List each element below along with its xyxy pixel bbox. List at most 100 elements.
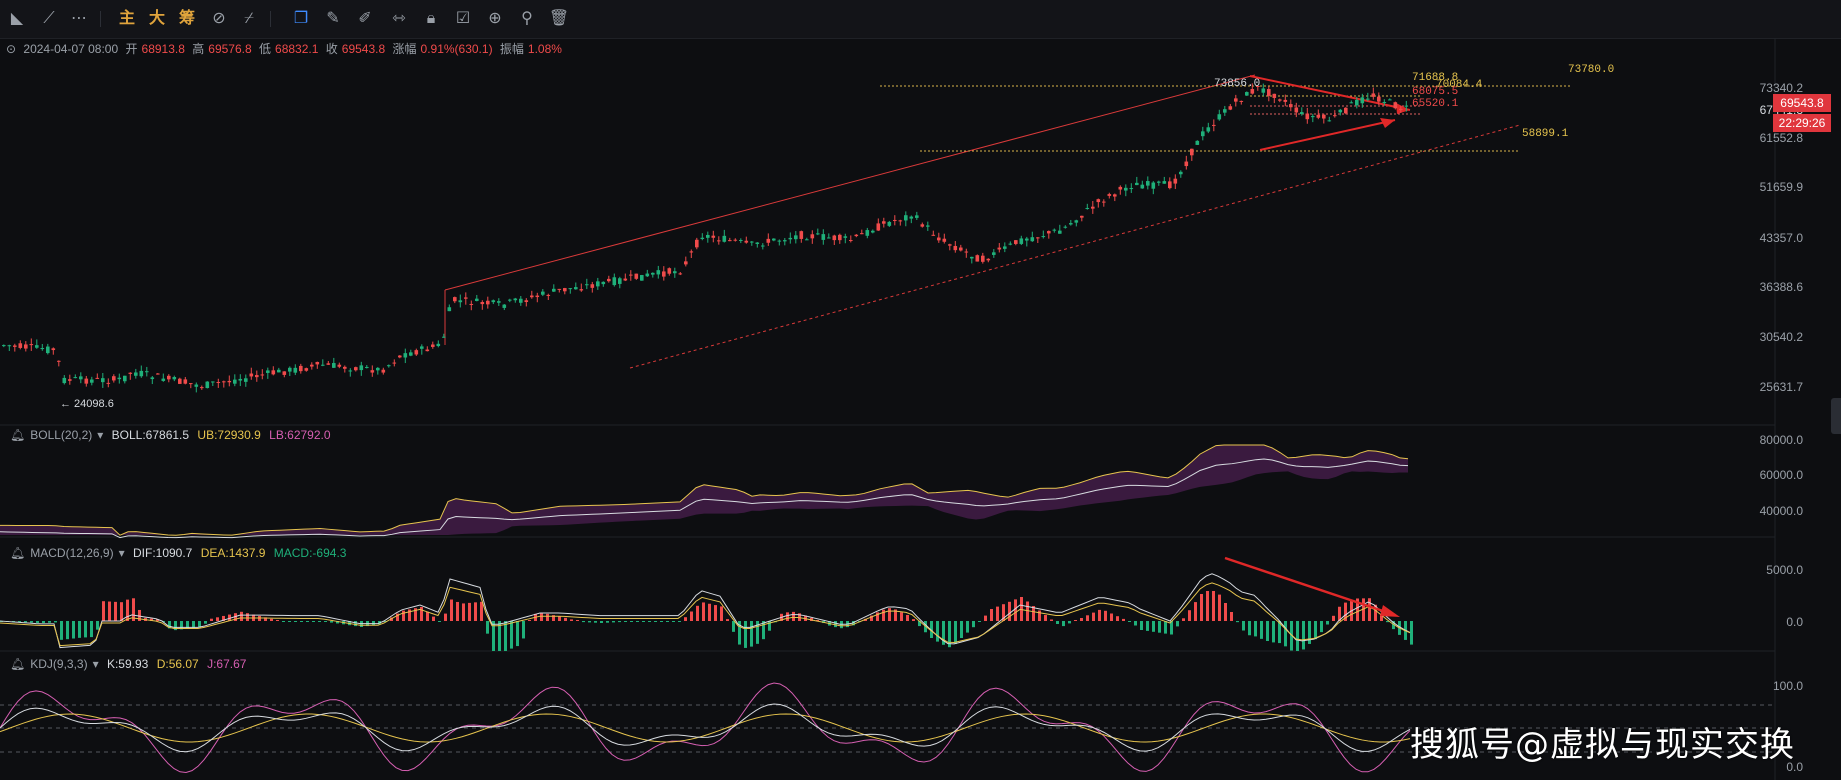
macd-bar: [930, 621, 933, 638]
open-label: 开: [125, 42, 138, 56]
candle-body: [1041, 236, 1046, 238]
macd-bar: [984, 615, 987, 621]
big-order-button[interactable]: 大: [148, 10, 165, 27]
copy-icon[interactable]: ❐: [293, 10, 309, 27]
candle-body: [1102, 201, 1106, 203]
line-tool-icon[interactable]: ◣: [10, 10, 24, 27]
macd-bar: [294, 621, 297, 622]
macd-bar: [720, 606, 723, 621]
more-icon[interactable]: ⋯: [71, 10, 87, 27]
macd-bar: [936, 621, 939, 642]
ohlc-date: 2024-04-07 08:00: [23, 42, 119, 56]
candle-body: [480, 302, 485, 305]
boll-axis-tick: 40000.0: [1759, 504, 1803, 518]
candle-body: [1289, 104, 1293, 108]
candle-body: [178, 378, 182, 384]
compare-icon[interactable]: ⇿: [392, 10, 406, 27]
candle-body: [700, 237, 705, 239]
macd-bar: [1356, 598, 1359, 621]
candle-body: [1360, 97, 1365, 104]
candle-body: [904, 215, 908, 221]
ruler-icon[interactable]: ✎: [326, 10, 340, 27]
macd-bar: [114, 601, 117, 621]
candle-body: [1349, 102, 1354, 104]
macd-bar: [54, 621, 57, 623]
macd-name[interactable]: MACD(12,26,9): [30, 546, 114, 560]
candle-body: [381, 369, 386, 373]
macd-bar: [966, 621, 969, 633]
macd-bar: [1098, 609, 1101, 621]
dropdown-icon[interactable]: ▾: [118, 546, 125, 560]
candle-body: [156, 373, 160, 375]
macd-bar: [234, 613, 237, 621]
trend-line-icon[interactable]: ⟋: [43, 10, 55, 27]
macd-bar: [756, 621, 759, 644]
triangle-lower-line: [1259, 119, 1396, 151]
macd-bar: [540, 612, 543, 621]
macd-bar: [372, 621, 375, 626]
macd-dea-line: [0, 582, 1411, 647]
macd-bar: [120, 602, 123, 621]
macd-bar: [312, 621, 315, 622]
magnet-icon[interactable]: ⊕: [488, 10, 502, 27]
main-indicator-button[interactable]: 主: [118, 10, 135, 27]
candle-body: [1047, 231, 1051, 234]
macd-bar: [1332, 615, 1335, 621]
macd-bar: [696, 605, 699, 621]
note-icon[interactable]: ☑: [455, 10, 471, 27]
candle-body: [13, 345, 17, 347]
macd-bar: [1242, 621, 1245, 631]
macd-bar: [1272, 621, 1275, 643]
macd-bar: [1152, 621, 1155, 632]
macd-bar: [354, 621, 357, 627]
boll-band-fill: [0, 445, 1408, 536]
dropdown-icon[interactable]: ▾: [92, 657, 99, 671]
arrow-head: [1380, 605, 1400, 617]
boll-bell-icon[interactable]: 🔔︎: [10, 428, 26, 442]
candle-body: [607, 278, 611, 282]
macd-bar: [222, 615, 225, 621]
candle-body: [68, 379, 72, 381]
macd-bar: [264, 617, 267, 621]
candle-body: [486, 300, 490, 305]
macd-bar: [162, 621, 165, 622]
macd-bar: [1386, 621, 1389, 623]
kdj-header: 🔔︎ KDJ(9,3,3) ▾ K:59.93 D:56.07 J:67.67: [10, 656, 251, 672]
boll-name[interactable]: BOLL(20,2): [30, 428, 93, 442]
candle-body: [205, 381, 210, 389]
candle-body: [860, 233, 864, 235]
macd-bar: [642, 621, 645, 622]
macd-bar: [1368, 598, 1371, 621]
draw-style-icon[interactable]: ⌿: [244, 10, 254, 27]
settings-icon[interactable]: ⊙: [6, 42, 17, 56]
candle-body: [997, 247, 1002, 250]
panel-collapse-handle[interactable]: [1831, 398, 1841, 434]
filter-icon[interactable]: ⚲: [521, 10, 533, 27]
lock-icon[interactable]: 🔒︎: [426, 10, 436, 27]
macd-bar: [150, 618, 153, 621]
macd-bar: [60, 621, 63, 640]
trash-icon[interactable]: 🗑︎: [548, 10, 570, 27]
macd-bar: [420, 607, 423, 621]
chips-button[interactable]: 筹: [178, 10, 195, 27]
kdj-name[interactable]: KDJ(9,3,3): [30, 657, 88, 671]
macd-bar: [192, 621, 195, 628]
candle-body: [2, 345, 6, 347]
draw-tool-icon[interactable]: ⊘: [212, 10, 226, 27]
boll-bands: [0, 444, 1409, 539]
candle-body: [695, 239, 699, 248]
macd-bar: [288, 621, 291, 622]
candle-body: [40, 348, 45, 350]
candle-body: [1030, 237, 1035, 242]
macd-bell-icon[interactable]: 🔔︎: [10, 546, 26, 560]
candle-body: [629, 274, 633, 276]
candle-body: [975, 255, 980, 262]
macd-value: MACD:-694.3: [273, 546, 347, 560]
macd-bar: [558, 616, 561, 621]
kdj-d-line: [0, 713, 1411, 743]
candle-body: [585, 284, 589, 286]
kdj-bell-icon[interactable]: 🔔︎: [10, 657, 26, 671]
pen-icon[interactable]: ✐: [358, 10, 372, 27]
dropdown-icon[interactable]: ▾: [97, 428, 104, 442]
